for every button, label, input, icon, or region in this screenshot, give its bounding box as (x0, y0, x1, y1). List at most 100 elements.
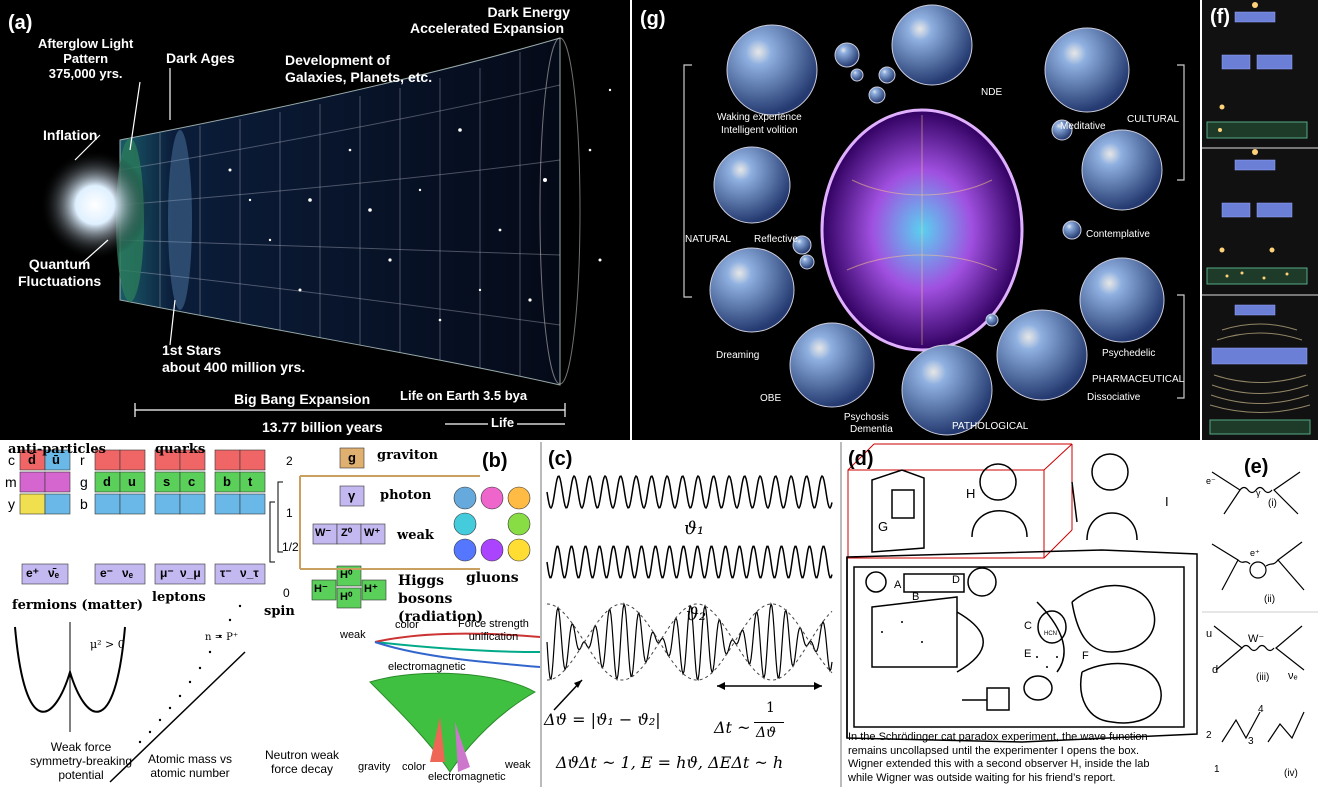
graviton-label: graviton (377, 448, 438, 463)
atomic-mass-line-2: atomic number (150, 766, 230, 780)
uncertainty-relation: ΔϑΔt ~ 1, E = hϑ, ΔEΔt ~ h (556, 753, 784, 772)
electron-label-1: e⁻ (1206, 476, 1216, 486)
panel-g-consciousness: (g) Waking experience Intelligent voliti… (632, 0, 1200, 440)
label-a: A (894, 579, 902, 591)
dreaming-label: Dreaming (716, 350, 760, 361)
caption-line-3: Wigner extended this with a second obser… (848, 758, 1150, 770)
electromagnetic-label-2: electromagnetic (428, 771, 506, 783)
dark-energy-line-1: Dark Energy (487, 4, 570, 20)
nde-label: NDE (981, 87, 1003, 98)
wave-beats-graphic (546, 474, 833, 711)
panel-e-label: (e) (1244, 456, 1269, 478)
neutron-line-1: Neutron weak (265, 748, 340, 762)
inflation-label: Inflation (43, 127, 98, 143)
lepton-electron-neutrino: νₑ (122, 566, 134, 580)
weak-small-label: weak (340, 629, 366, 641)
vertical-divider-4 (840, 442, 842, 787)
label-c: C (1024, 620, 1032, 632)
panel-d-label: (d) (848, 448, 874, 470)
photon-label-e: γ (1256, 488, 1261, 498)
dark-energy-label: Dark Energy (470, 4, 570, 21)
afterglow-line-2: Pattern (63, 51, 109, 66)
feynman-diagrams-graphic (1202, 471, 1318, 743)
vertical-divider-1 (630, 0, 632, 440)
psychedelic-label: Psychedelic (1102, 348, 1156, 359)
row-c: c (8, 452, 15, 468)
universe-funnel-graphic (40, 37, 612, 425)
pathological-label: PATHOLOGICAL (952, 421, 1029, 432)
caption-line-4: while Wigner was outside waiting for his… (848, 771, 1116, 784)
accelerated-expansion-label: Accelerated Expansion (410, 20, 565, 36)
label-g: G (878, 519, 889, 534)
higgs-line-1: Higgs (398, 573, 445, 589)
row-y: y (8, 496, 15, 512)
weak-force-label: Weak force symmetry-breaking potential (30, 740, 132, 782)
label-i: I (1165, 494, 1169, 509)
quark-c: c (188, 474, 196, 489)
n-equals-p-label: n = P⁺ (205, 632, 239, 643)
panel-c-wave-beats: (c) ϑ₁ ϑ₂ Δϑ = |ϑ₁ − ϑ₂| Δt ~ 1 Δϑ ΔϑΔt … (542, 442, 840, 787)
force-strength-line-2: unification (468, 631, 519, 643)
label-f: F (1082, 650, 1089, 662)
quarks-label: quarks (155, 442, 206, 457)
label-e: E (1024, 648, 1032, 660)
spin-label: spin (264, 604, 295, 619)
caption-line-1: In the Schrödinger cat paradox experimen… (848, 731, 1148, 743)
quark-u: u (128, 474, 136, 489)
weak-force-line-2: symmetry-breaking (30, 754, 133, 768)
first-stars-line-2: about 400 million yrs. (162, 359, 306, 375)
delta-theta-equation: Δϑ = |ϑ₁ − ϑ₂| (544, 710, 661, 729)
w-plus-symbol: W⁺ (364, 527, 381, 539)
label-hcn: HCN (1044, 631, 1057, 637)
schrodinger-box-graphic (846, 443, 1198, 743)
fermions-label: fermions (matter) (12, 598, 143, 613)
standard-model-graphic (14, 447, 540, 783)
label-d: D (952, 574, 960, 586)
panel-d-schrodinger: (d) G H I A B D C E F HCN In the Schrödi… (842, 442, 1200, 787)
lepton-tau: τ⁻ (220, 566, 232, 580)
big-bang-expansion-label: Big Bang Expansion (234, 391, 371, 407)
psychosis-line-2: Dementia (850, 424, 893, 435)
positron-label: e⁺ (1250, 548, 1260, 558)
row-r: r (80, 452, 85, 468)
natural-label: NATURAL (685, 234, 731, 245)
afterglow-line-1: Afterglow Light (38, 36, 134, 51)
neutrino-label: νₑ (1288, 670, 1298, 682)
neutron-decay-label: Neutron weak force decay (265, 748, 339, 776)
label-h: H (966, 486, 976, 501)
cultural-label: CULTURAL (1127, 114, 1180, 125)
panel-e-feynman: (e) (i) (ii) (iii) (iv) e⁻ γ e⁺ u d W⁻ ν… (1202, 442, 1318, 787)
psychosis-label: Psychosis Dementia (840, 412, 893, 436)
higgs-label: Higgs bosons (radiation) (398, 572, 540, 626)
panel-b-standard-model: (b) anti-particles quarks graviton photo… (0, 442, 540, 787)
diagram-iv-label: (iv) (1284, 768, 1298, 779)
electromagnetic-label: electromagnetic (388, 661, 466, 673)
gluons-label: gluons (466, 570, 519, 586)
spin-half: 1/2 (282, 540, 299, 554)
schrodinger-caption: In the Schrödinger cat paradox experimen… (848, 731, 1198, 785)
panel-f-label: (f) (1210, 6, 1230, 28)
gravity-label: gravity (358, 761, 391, 773)
pharmaceutical-label: PHARMACEUTICAL (1092, 374, 1185, 385)
higgs-line-2: bosons (radiation) (398, 591, 484, 625)
development-line-1: Development of (285, 52, 391, 68)
fraction-denominator: Δϑ (756, 725, 777, 741)
fraction-bar (754, 722, 784, 723)
weak-label-2: weak (505, 759, 531, 771)
quark-d: d (103, 474, 111, 489)
lepton-muon-neutrino: ν_μ (180, 566, 201, 580)
fraction-numerator: 1 (766, 700, 775, 716)
afterglow-label: Afterglow Light Pattern 375,000 yrs. (38, 36, 133, 81)
anti-quark-u: ū (52, 452, 60, 467)
color-label-2: color (402, 761, 426, 773)
leptons-label: leptons (152, 590, 206, 605)
first-stars-label: 1st Stars about 400 million yrs. (162, 342, 305, 376)
higgs-minus-symbol: H⁻ (314, 583, 328, 595)
quark-s: s (163, 474, 171, 489)
panel-a-universe-timeline: (a) Afterglow Light Pattern 375,000 yrs.… (0, 0, 630, 440)
dark-ages-label: Dark Ages (166, 50, 235, 66)
weak-force-line-1: Weak force (50, 740, 112, 754)
theta2-label: ϑ₂ (686, 604, 707, 625)
contemplative-label: Contemplative (1086, 229, 1150, 240)
graviton-symbol: g (348, 450, 356, 465)
